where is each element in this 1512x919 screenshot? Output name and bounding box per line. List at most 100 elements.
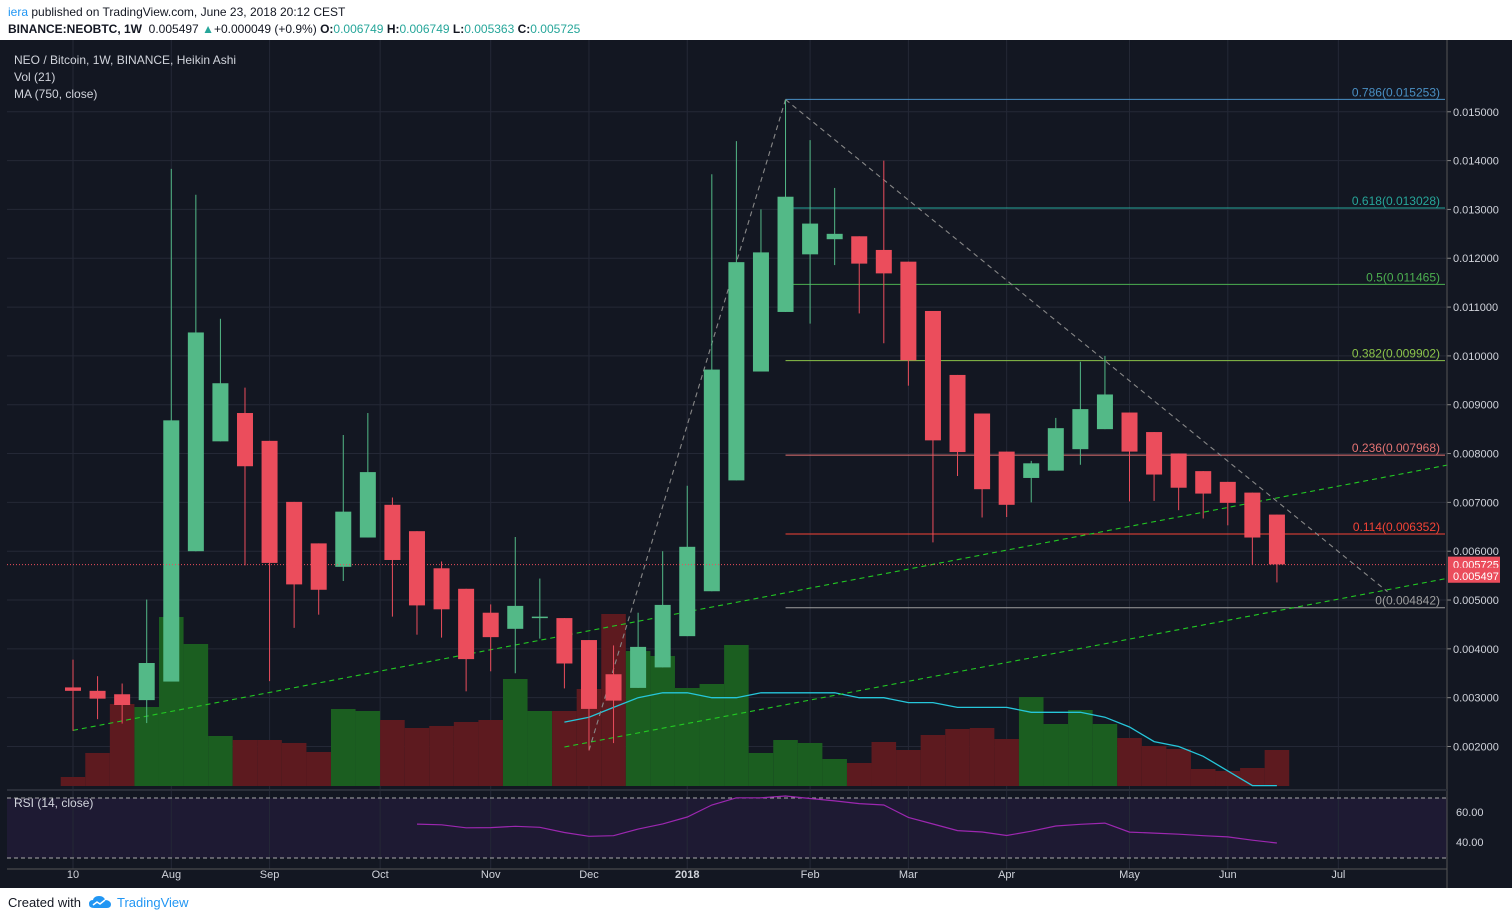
- volume-bar: [773, 740, 798, 786]
- price-chart[interactable]: 0.786(0.015253) 0.618(0.013028) 0.5(0.0114…: [0, 40, 1512, 888]
- y-tick-label: 0.009000: [1453, 400, 1499, 412]
- candle-body: [974, 413, 991, 490]
- y-tick-label: 0.013000: [1453, 204, 1499, 216]
- volume-bar: [969, 728, 995, 786]
- volume-bar: [1068, 710, 1093, 786]
- volume-bar: [404, 728, 430, 786]
- x-tick-label: Feb: [801, 869, 820, 881]
- x-tick-label: Nov: [481, 869, 501, 881]
- publication-header: iera published on TradingView.com, June …: [0, 0, 1512, 40]
- low-label: L:: [452, 22, 465, 36]
- volume-bar: [453, 722, 479, 786]
- candle-body: [949, 374, 966, 453]
- volume-bar: [699, 684, 725, 786]
- rsi-tick-label: 40.00: [1456, 837, 1484, 849]
- candle-body: [310, 543, 327, 590]
- author-link[interactable]: iera: [8, 5, 29, 19]
- candle-body: [1268, 514, 1285, 565]
- footer-bar: Created with TradingView: [0, 888, 1512, 919]
- trendline[interactable]: [785, 99, 1388, 593]
- volume-bars: [60, 614, 1290, 786]
- candle-body: [556, 618, 573, 664]
- time-axis[interactable]: 10 Aug Sep Oct Nov Dec 2018 Feb Mar Apr May Jun Jul: [67, 869, 1346, 881]
- candle-body: [777, 196, 794, 312]
- candle-body: [851, 236, 868, 264]
- candle-body: [703, 369, 720, 592]
- price-axis[interactable]: 0.015000 0.014000 0.013000 0.012000 0.011000…: [1447, 107, 1499, 754]
- candle-body: [1096, 394, 1113, 430]
- y-tick-label: 0.006000: [1453, 546, 1499, 558]
- candle-body: [728, 262, 745, 481]
- candle-body: [605, 674, 622, 701]
- y-tick-label: 0.002000: [1453, 741, 1499, 753]
- volume-bar: [355, 711, 381, 786]
- volume-bar: [797, 743, 823, 786]
- legend-title[interactable]: NEO / Bitcoin, 1W, BINANCE, Heikin Ashi: [14, 53, 236, 67]
- x-tick-label: 2018: [675, 869, 699, 881]
- y-tick-label: 0.015000: [1453, 107, 1499, 119]
- candle-body: [1072, 409, 1089, 450]
- volume-bar: [330, 709, 356, 786]
- fib-level-label: 0.236(0.007968): [1352, 441, 1440, 455]
- x-tick-label: Oct: [372, 869, 389, 881]
- fib-level-label: 0(0.004842): [1375, 594, 1440, 608]
- x-tick-label: Jul: [1331, 869, 1345, 881]
- y-tick-label: 0.011000: [1453, 302, 1498, 314]
- fib-level-label: 0.5(0.011465): [1366, 270, 1440, 284]
- x-tick-label: Mar: [899, 869, 918, 881]
- volume-bar: [822, 759, 847, 786]
- y-tick-label: 0.003000: [1453, 693, 1499, 705]
- volume-bar: [1215, 771, 1241, 786]
- x-tick-label: Apr: [998, 869, 1015, 881]
- volume-bar: [183, 644, 209, 786]
- candle-body: [507, 605, 524, 629]
- candle-body: [826, 233, 843, 240]
- candle-body: [1219, 481, 1236, 503]
- candle-body: [138, 663, 155, 701]
- candle-body: [1146, 432, 1163, 475]
- ma-line: [564, 692, 1277, 787]
- candle-body: [433, 568, 450, 610]
- candle-body: [482, 612, 499, 638]
- candle-body: [679, 546, 696, 637]
- volume-bar: [85, 753, 110, 786]
- volume-bar: [1264, 750, 1290, 786]
- volume-bar: [1092, 724, 1118, 786]
- candle-body: [875, 249, 892, 274]
- candle-body: [359, 472, 376, 538]
- y-tick-label: 0.010000: [1453, 351, 1499, 363]
- price-label-bg: [1448, 567, 1500, 583]
- candle-body: [580, 640, 597, 709]
- tradingview-link[interactable]: TradingView: [117, 895, 189, 910]
- volume-bar: [871, 742, 897, 786]
- published-text: published on TradingView.com, June 23, 2…: [28, 5, 346, 19]
- candle-body: [187, 332, 204, 552]
- candle-body: [335, 511, 352, 567]
- volume-bar: [920, 735, 946, 786]
- last-price: 0.005497: [148, 22, 199, 36]
- x-tick-label: Dec: [579, 869, 599, 881]
- trendline[interactable]: [564, 577, 1452, 748]
- trendlines[interactable]: [72, 99, 1452, 751]
- chart-area[interactable]: 0.786(0.015253) 0.618(0.013028) 0.5(0.0114…: [0, 40, 1512, 888]
- volume-bar: [650, 656, 675, 786]
- volume-bar: [1240, 768, 1265, 786]
- symbol-label: BINANCE:NEOBTC, 1W: [8, 22, 142, 36]
- candle-body: [114, 694, 131, 705]
- candle-body: [531, 616, 548, 619]
- legend-ma[interactable]: MA (750, close): [14, 87, 97, 101]
- volume-bar: [1117, 738, 1142, 786]
- volume-bar: [60, 777, 86, 786]
- legend-vol[interactable]: Vol (21): [14, 70, 55, 84]
- candle-body: [802, 223, 819, 255]
- legend-rsi[interactable]: RSI (14, close): [14, 796, 93, 810]
- volume-bar: [748, 753, 774, 786]
- candle-body: [408, 531, 425, 606]
- open-label: O:: [320, 22, 334, 36]
- candle-body: [1023, 463, 1040, 478]
- candle-body: [654, 604, 671, 668]
- high-label: H:: [386, 22, 400, 36]
- fibonacci-levels[interactable]: 0.786(0.015253) 0.618(0.013028) 0.5(0.0114…: [785, 85, 1445, 609]
- candle-body: [384, 504, 401, 560]
- volume-bar: [1166, 749, 1191, 786]
